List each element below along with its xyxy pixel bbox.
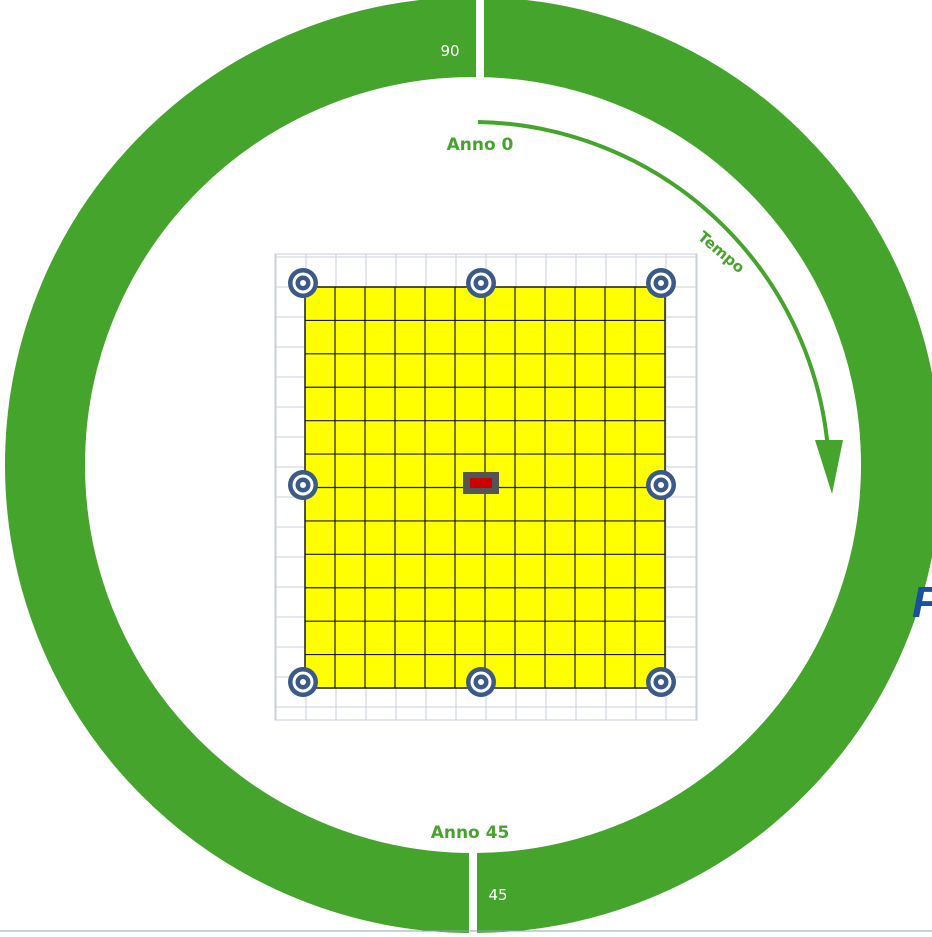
arrow-head-icon (815, 440, 843, 494)
concentric-ring-icon (466, 268, 496, 298)
concentric-ring-icon (288, 470, 318, 500)
well-core (300, 280, 306, 286)
concentric-ring-icon (288, 667, 318, 697)
concentric-ring-icon (646, 268, 676, 298)
ring-label-90: 90 (440, 42, 459, 60)
concentric-ring-icon (288, 268, 318, 298)
concentric-ring-icon (646, 470, 676, 500)
well-core (300, 679, 306, 685)
center-source (463, 472, 499, 494)
well-core (300, 482, 306, 488)
anno-0-label: Anno 0 (447, 135, 514, 155)
curved-arrow-icon (477, 120, 831, 467)
ring-gap-bottom (469, 853, 477, 937)
time-ring: 90 45 (5, 0, 932, 937)
well-core (478, 280, 484, 286)
tempo-label: Tempo (694, 228, 748, 277)
well-core (658, 679, 664, 685)
ring-label-45: 45 (488, 886, 507, 904)
well-core (478, 679, 484, 685)
red-rectangle-icon (470, 478, 492, 488)
concentric-ring-icon (646, 667, 676, 697)
well-core (658, 280, 664, 286)
edge-letter: F (912, 578, 932, 627)
concentric-ring-icon (466, 667, 496, 697)
anno-45-label: Anno 45 (431, 823, 510, 843)
ring-gap-top (476, 0, 484, 80)
monitoring-wells (288, 268, 676, 697)
well-core (658, 482, 664, 488)
